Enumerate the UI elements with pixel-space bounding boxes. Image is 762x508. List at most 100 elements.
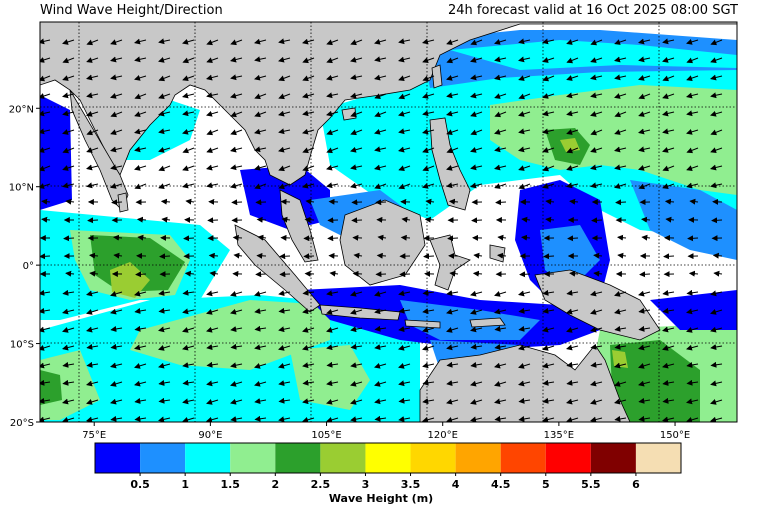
direction-arrow	[230, 182, 243, 189]
colorbar-tick-label: 5	[542, 478, 550, 491]
direction-arrow	[422, 326, 435, 333]
direction-arrow	[518, 183, 531, 190]
direction-arrow	[687, 235, 699, 242]
map-title: Wind Wave Height/Direction	[40, 3, 223, 18]
direction-arrow	[566, 417, 579, 422]
direction-arrow	[302, 92, 315, 99]
lat-tick-label: 10°N	[9, 183, 34, 194]
direction-arrow	[662, 38, 675, 45]
colorbar-tick-label: 1.5	[220, 478, 240, 491]
direction-arrow	[494, 325, 507, 332]
direction-arrow	[182, 362, 195, 368]
direction-arrow	[398, 56, 411, 63]
direction-arrow	[614, 398, 627, 405]
direction-arrow	[566, 379, 579, 386]
direction-arrow	[40, 326, 51, 333]
direction-arrow	[542, 38, 555, 45]
direction-arrow	[662, 345, 675, 351]
direction-arrow	[254, 290, 267, 297]
direction-arrow	[86, 326, 99, 333]
direction-arrow	[542, 362, 555, 369]
direction-arrow	[278, 290, 291, 297]
direction-arrow	[113, 234, 123, 241]
direction-arrow	[422, 57, 435, 64]
direction-arrow	[254, 128, 267, 135]
direction-arrow	[182, 344, 195, 351]
direction-arrow	[614, 343, 627, 350]
direction-arrow	[62, 92, 75, 99]
direction-arrow	[134, 74, 147, 81]
direction-arrow	[254, 362, 267, 369]
direction-arrow	[374, 415, 387, 422]
direction-arrow	[231, 199, 243, 206]
direction-arrow	[254, 164, 267, 171]
direction-arrow	[617, 234, 627, 241]
direction-arrow	[518, 146, 531, 153]
direction-arrow	[519, 271, 531, 278]
direction-arrow	[638, 290, 651, 297]
direction-arrow	[350, 398, 363, 405]
direction-arrow	[62, 110, 75, 117]
direction-arrow	[302, 379, 315, 386]
direction-arrow	[638, 75, 651, 81]
direction-arrow	[446, 290, 459, 296]
direction-arrow	[136, 216, 147, 223]
direction-arrow	[158, 128, 171, 135]
direction-arrow	[614, 129, 627, 135]
colorbar-tick-label: 0.5	[130, 478, 150, 491]
direction-arrow	[376, 252, 387, 259]
direction-arrow	[207, 217, 219, 224]
colorbar-segment	[410, 443, 456, 473]
direction-arrow	[518, 93, 531, 100]
direction-arrow	[86, 309, 99, 315]
direction-arrow	[40, 397, 51, 404]
direction-arrow	[86, 74, 99, 81]
direction-arrow	[494, 93, 507, 99]
direction-arrow	[302, 182, 315, 189]
colorbar-segment	[455, 443, 501, 473]
latitude-ticks: 20°N 10°N 0° 10°S 20°S	[9, 104, 40, 429]
direction-arrow	[686, 38, 699, 45]
direction-arrow	[377, 234, 387, 241]
direction-arrow	[494, 183, 507, 189]
direction-arrow	[446, 74, 459, 81]
direction-arrow	[497, 252, 507, 259]
direction-arrow	[278, 75, 291, 82]
direction-arrow	[422, 128, 435, 135]
direction-arrow	[87, 217, 99, 224]
direction-arrow	[472, 270, 483, 277]
direction-arrow	[40, 379, 51, 386]
direction-arrow	[614, 39, 627, 45]
colorbar-label: Wave Height (m)	[329, 492, 433, 505]
direction-arrow	[254, 398, 267, 405]
direction-arrow	[470, 129, 483, 136]
direction-arrow	[662, 56, 675, 63]
lat-tick-label: 20°S	[10, 418, 34, 429]
direction-arrow	[662, 362, 675, 369]
colorbar-segment	[500, 443, 546, 473]
direction-arrow	[159, 253, 171, 260]
colorbar-segment	[635, 443, 681, 473]
direction-arrow	[86, 290, 99, 297]
colorbar-segment	[230, 443, 276, 473]
direction-arrow	[134, 308, 147, 314]
direction-arrow	[62, 361, 75, 368]
direction-arrow	[326, 147, 339, 154]
direction-arrow	[40, 110, 51, 117]
direction-arrow	[278, 344, 291, 351]
direction-arrow	[593, 270, 603, 277]
direction-arrow	[545, 198, 555, 205]
direction-arrow	[638, 111, 651, 117]
direction-arrow	[110, 39, 123, 45]
direction-arrow	[350, 380, 363, 387]
direction-arrow	[86, 111, 99, 117]
direction-arrow	[110, 326, 123, 332]
direction-arrow	[40, 165, 51, 172]
direction-arrow	[326, 326, 339, 333]
direction-arrow	[302, 128, 315, 135]
direction-arrow	[494, 362, 507, 369]
colorbar-frame	[94, 442, 682, 474]
colorbar-tick-label: 2.5	[311, 478, 331, 491]
direction-arrow	[423, 253, 435, 260]
direction-arrow	[374, 38, 387, 45]
